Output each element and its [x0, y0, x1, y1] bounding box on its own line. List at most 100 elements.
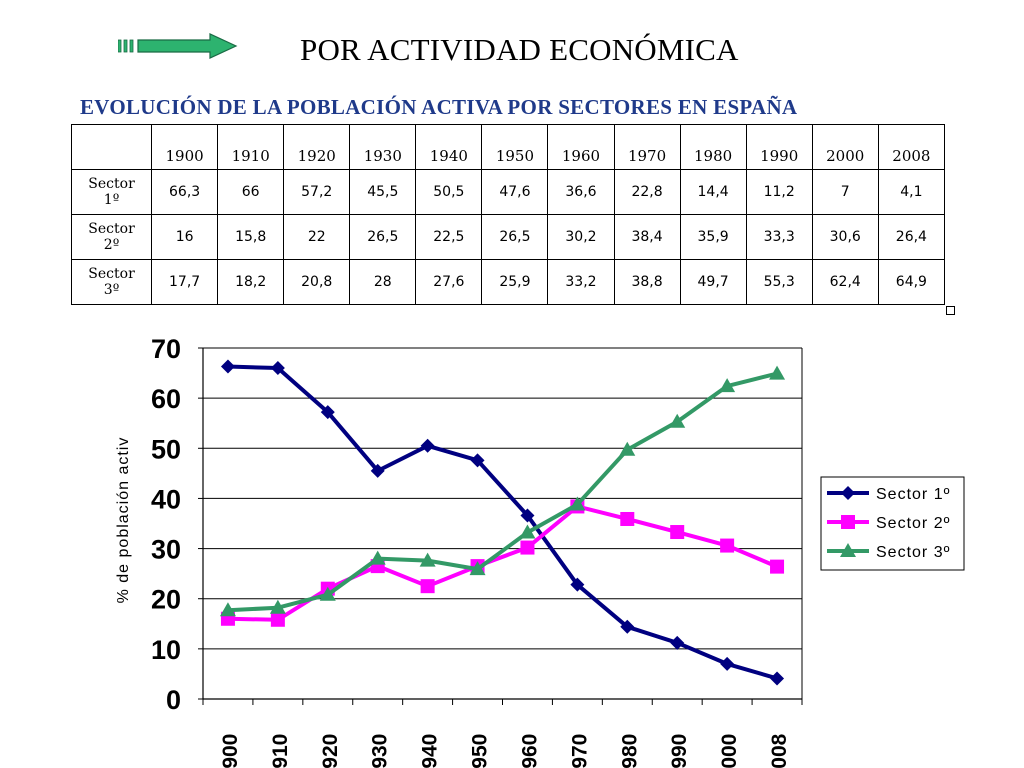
data-point — [770, 559, 785, 574]
data-point — [519, 524, 536, 539]
table-cell: 4,1 — [877, 169, 946, 215]
data-point — [270, 361, 285, 376]
table-title: EVOLUCIÓN DE LA POBLACIÓN ACTIVA POR SEC… — [80, 95, 798, 119]
data-point — [420, 438, 435, 453]
table-row-label: Sector 2º — [70, 214, 153, 260]
data-point — [320, 405, 335, 420]
table-cell: 18,2 — [217, 259, 285, 305]
table-cell: 30,6 — [811, 214, 879, 260]
table-cell: 26,4 — [877, 214, 946, 260]
table-cell: 38,8 — [613, 259, 681, 305]
table-cell: 50,5 — [415, 169, 483, 215]
table-row: Sector 2º 16 15,8 22 26,5 22,5 26,5 30,2 38,4 35,… — [70, 214, 946, 260]
y-tick-label: 70 — [151, 334, 181, 364]
table-cell: 57,2 — [283, 169, 351, 215]
y-axis-label: % de población activ — [115, 437, 132, 604]
table-row-label: Sector 1º — [70, 169, 153, 215]
y-tick-label: 0 — [166, 685, 181, 715]
table-year-header: 1930 — [349, 124, 417, 170]
table-cell: 15,8 — [217, 214, 285, 260]
legend-marker — [841, 515, 855, 529]
legend-marker — [841, 486, 855, 500]
table-cell: 55,3 — [745, 259, 813, 305]
table-year-header: 2008 — [877, 124, 946, 170]
y-tick-label: 50 — [151, 434, 181, 464]
data-point — [670, 635, 685, 650]
table-cell: 38,4 — [613, 214, 681, 260]
x-tick-label: 1920 — [319, 734, 342, 768]
x-tick-label: 1950 — [469, 734, 492, 768]
table-row: Sector 1º 66,3 66 57,2 45,5 50,5 47,6 36,6 22,8 1… — [70, 169, 946, 215]
data-point — [669, 413, 686, 428]
table-cell: 28 — [349, 259, 417, 305]
table-cell: 49,7 — [679, 259, 747, 305]
table-cell: 17,7 — [151, 259, 219, 305]
y-tick-label: 60 — [151, 384, 181, 414]
x-tick-label: 1980 — [618, 734, 641, 768]
x-tick-label: 1990 — [668, 734, 691, 768]
data-point — [219, 602, 236, 617]
series-line-2 — [227, 504, 778, 622]
data-point — [719, 378, 736, 393]
table-cell: 25,9 — [481, 259, 549, 305]
table-year-header: 2000 — [811, 124, 879, 170]
data-point — [670, 525, 685, 540]
legend-label: Sector 2º — [876, 515, 950, 532]
legend-label: Sector 3º — [876, 544, 950, 561]
y-tick-label: 20 — [151, 585, 181, 615]
data-point — [720, 656, 735, 671]
page-title: POR ACTIVIDAD ECONÓMICA — [300, 32, 739, 67]
data-point — [270, 612, 285, 627]
data-point — [370, 463, 385, 478]
series-line-1 — [227, 364, 778, 681]
data-point — [619, 441, 636, 456]
series-line-3 — [227, 371, 778, 613]
table-row-label: Sector 3º — [70, 259, 153, 305]
x-tick-label: 2008 — [768, 733, 791, 768]
table-cell: 22 — [283, 214, 351, 260]
table-cell: 64,9 — [877, 259, 946, 305]
table-cell: 26,5 — [349, 214, 417, 260]
table-cell: 26,5 — [481, 214, 549, 260]
y-tick-label: 40 — [151, 484, 181, 514]
data-point — [420, 579, 435, 594]
data-point — [769, 365, 786, 380]
arrow-icon — [118, 33, 238, 59]
data-point — [620, 511, 635, 526]
y-tick-label: 30 — [151, 535, 181, 565]
x-tick-label: 1910 — [269, 734, 292, 768]
data-point — [620, 619, 635, 634]
table-cell: 33,3 — [745, 214, 813, 260]
data-point — [419, 552, 436, 567]
x-tick-label: 1900 — [219, 734, 242, 768]
data-table: 1900 1910 1920 1930 1940 1950 1960 1970 1980 1990… — [70, 124, 946, 305]
table-cell: 16 — [151, 214, 219, 260]
table-resize-handle[interactable] — [946, 306, 955, 315]
data-point — [269, 599, 286, 614]
table-row: Sector 3º 17,7 18,2 20,8 28 27,6 25,9 33,2 38,8 4… — [70, 259, 946, 305]
table-year-header: 1980 — [679, 124, 747, 170]
data-point — [220, 359, 235, 374]
data-point — [470, 453, 485, 468]
table-cell: 22,5 — [415, 214, 483, 260]
table-cell: 11,2 — [745, 169, 813, 215]
data-point — [319, 586, 336, 601]
table-cell: 20,8 — [283, 259, 351, 305]
table-cell: 66 — [217, 169, 285, 215]
y-tick-label: 10 — [151, 635, 181, 665]
data-point — [569, 496, 586, 511]
legend-marker — [840, 543, 856, 557]
data-point — [770, 671, 785, 686]
table-year-header: 1960 — [547, 124, 615, 170]
table-year-header: 1940 — [415, 124, 483, 170]
data-point — [570, 577, 585, 592]
x-tick-label: 1930 — [369, 734, 392, 768]
data-point — [469, 561, 486, 576]
data-point — [369, 550, 386, 565]
x-tick-label: 1960 — [518, 734, 541, 768]
data-point — [520, 540, 535, 555]
table-cell: 30,2 — [547, 214, 615, 260]
table-corner-cell — [70, 124, 153, 170]
data-point — [720, 538, 735, 553]
